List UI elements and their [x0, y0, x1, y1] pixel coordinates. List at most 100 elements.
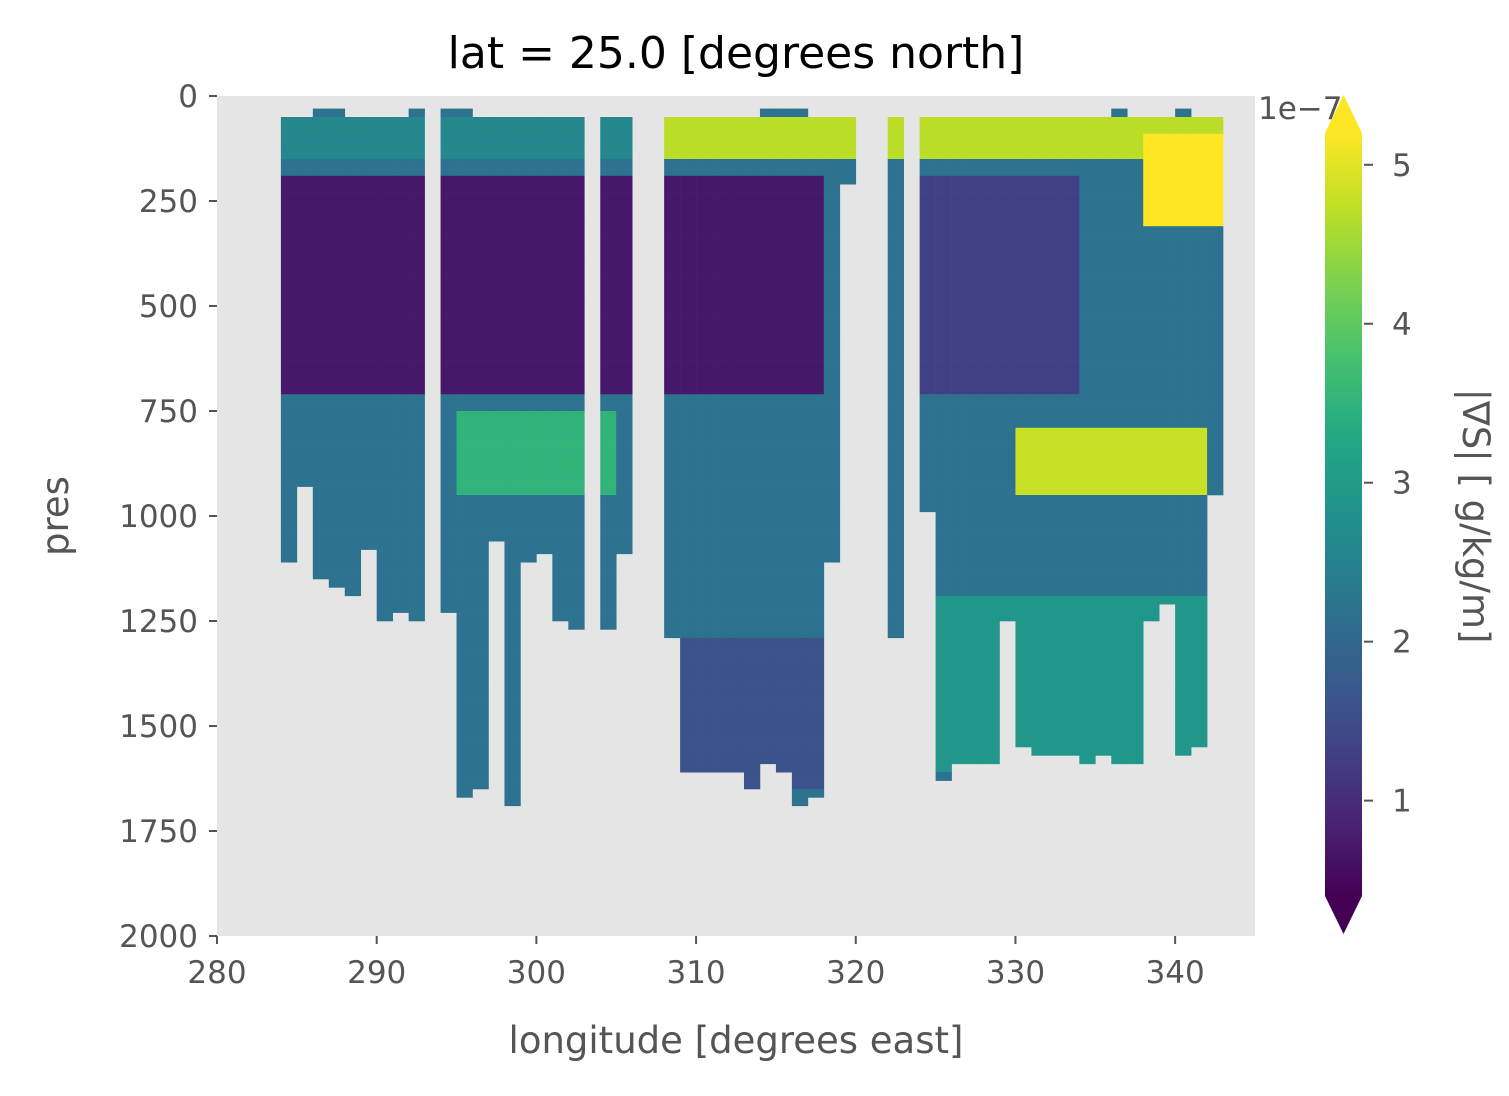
heatmap-cell: [1191, 629, 1208, 639]
heatmap-cell: [1015, 411, 1032, 420]
heatmap-cell: [504, 520, 521, 529]
heatmap-cell: [392, 385, 409, 395]
heatmap-cell: [520, 125, 537, 135]
heatmap-cell: [680, 713, 697, 723]
heatmap-cell: [1159, 402, 1176, 412]
heatmap-cell: [791, 259, 809, 269]
heatmap-cell: [1127, 411, 1144, 420]
heatmap-cell: [472, 486, 489, 496]
heatmap-cell: [983, 671, 1000, 681]
heatmap-cell: [743, 175, 761, 185]
heatmap-cell: [1079, 251, 1096, 261]
heatmap-cell: [504, 696, 521, 706]
heatmap-cell: [1175, 427, 1192, 437]
heatmap-cell: [712, 285, 729, 294]
heatmap-cell: [344, 142, 362, 151]
heatmap-cell: [328, 411, 346, 420]
heatmap-cell: [536, 436, 553, 445]
heatmap-cell: [504, 469, 521, 479]
heatmap-cell: [600, 436, 617, 445]
heatmap-cell: [759, 234, 777, 244]
heatmap-cell: [376, 318, 393, 328]
heatmap-cell: [520, 528, 537, 538]
heatmap-cell: [472, 327, 489, 336]
heatmap-cell: [1143, 411, 1160, 420]
heatmap-cell: [696, 385, 713, 395]
heatmap-cell: [1175, 436, 1192, 445]
heatmap-cell: [728, 763, 745, 773]
heatmap-cell: [552, 310, 569, 319]
heatmap-cell: [1015, 570, 1032, 580]
heatmap-cell: [728, 511, 745, 521]
heatmap-cell: [1191, 604, 1208, 613]
heatmap-cell: [344, 192, 362, 202]
heatmap-cell: [696, 654, 713, 664]
heatmap-cell: [1047, 419, 1064, 429]
heatmap-cell: [328, 159, 346, 168]
heatmap-cell: [280, 133, 298, 143]
heatmap-cell: [408, 343, 425, 353]
heatmap-cell: [456, 637, 473, 647]
heatmap-cell: [935, 318, 952, 328]
heatmap-cell: [344, 352, 362, 361]
heatmap-cell: [1159, 184, 1176, 193]
heatmap-cell: [1159, 478, 1176, 487]
heatmap-cell: [983, 587, 1000, 597]
heatmap-cell: [983, 343, 1000, 353]
heatmap-cell: [696, 646, 713, 655]
heatmap-cell: [1111, 427, 1128, 437]
heatmap-cell: [296, 394, 314, 403]
heatmap-cell: [1175, 385, 1192, 395]
heatmap-cell: [312, 520, 330, 529]
heatmap-cell: [712, 427, 729, 437]
heatmap-cell: [728, 301, 745, 311]
heatmap-cell: [504, 150, 521, 160]
heatmap-cell: [775, 133, 793, 143]
heatmap-cell: [983, 511, 1000, 521]
heatmap-cell: [1095, 343, 1112, 353]
heatmap-cell: [807, 495, 825, 504]
heatmap-cell: [983, 436, 1000, 445]
heatmap-cell: [935, 150, 952, 160]
heatmap-cell: [296, 419, 314, 429]
heatmap-cell: [712, 259, 729, 269]
heatmap-cell: [504, 637, 521, 647]
heatmap-cell: [791, 478, 809, 487]
heatmap-cell: [472, 570, 489, 580]
heatmap-cell: [680, 663, 697, 672]
heatmap-cell: [280, 268, 298, 277]
heatmap-cell: [775, 209, 793, 219]
heatmap-cell: [680, 679, 697, 689]
heatmap-cell: [775, 654, 793, 664]
heatmap-cell: [280, 402, 298, 412]
heatmap-cell: [839, 133, 857, 143]
heatmap-cell: [504, 167, 521, 177]
heatmap-cell: [600, 276, 617, 286]
heatmap-cell: [728, 268, 745, 277]
heatmap-cell: [296, 402, 314, 412]
heatmap-cell: [1143, 579, 1160, 588]
heatmap-cell: [759, 352, 777, 361]
heatmap-cell: [456, 402, 473, 412]
heatmap-cell: [1127, 646, 1144, 655]
heatmap-cell: [1063, 360, 1080, 370]
heatmap-cell: [376, 167, 393, 177]
heatmap-cell: [1063, 730, 1080, 739]
heatmap-cell: [1047, 192, 1064, 202]
heatmap-cell: [328, 125, 346, 135]
heatmap-cell: [456, 335, 473, 345]
heatmap-cell: [775, 444, 793, 454]
heatmap-cell: [1047, 654, 1064, 664]
heatmap-cell: [919, 352, 936, 361]
heatmap-cell: [967, 461, 984, 471]
heatmap-cell: [1143, 150, 1160, 160]
heatmap-cell: [1159, 159, 1176, 168]
heatmap-cell: [1127, 478, 1144, 487]
heatmap-cell: [360, 545, 377, 550]
heatmap-cell: [1207, 226, 1224, 235]
heatmap-cell: [328, 301, 346, 311]
heatmap-cell: [456, 201, 473, 210]
heatmap-cell: [1079, 360, 1096, 370]
heatmap-cell: [743, 486, 761, 496]
heatmap-cell: [328, 495, 346, 504]
